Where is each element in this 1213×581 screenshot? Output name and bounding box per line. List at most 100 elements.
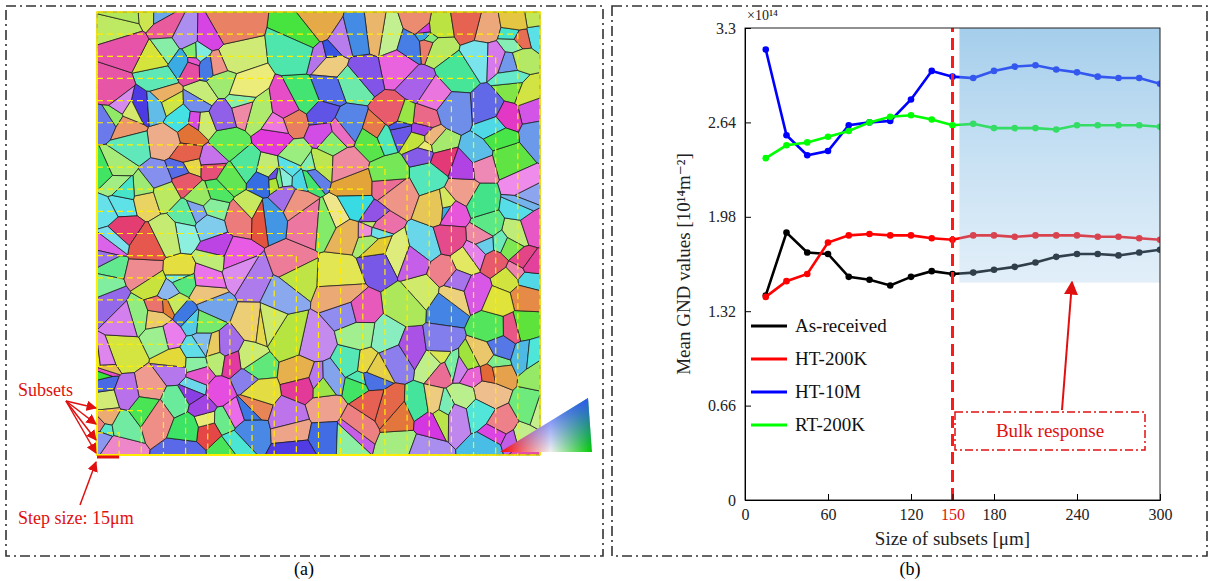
grain xyxy=(381,281,427,327)
grain xyxy=(133,169,154,196)
y-tick: 1.32 xyxy=(708,303,751,320)
grain xyxy=(510,285,540,312)
subset-square xyxy=(97,433,119,455)
series-point xyxy=(928,235,935,242)
subset-square xyxy=(97,123,429,455)
grain xyxy=(97,432,112,455)
x-tick-label: 120 xyxy=(900,506,924,523)
series-point xyxy=(866,119,873,126)
annotation: ×10¹⁴ xyxy=(747,8,778,23)
shaded-region xyxy=(959,28,1160,283)
y-tick: 0.66 xyxy=(708,397,751,414)
grain xyxy=(348,54,385,97)
grain xyxy=(459,41,488,84)
annotation: Step size: 15μm xyxy=(18,508,134,528)
series-point xyxy=(804,249,811,256)
series-point xyxy=(866,231,873,238)
subset-square xyxy=(97,322,230,455)
grain xyxy=(148,213,180,257)
grain xyxy=(180,335,206,357)
legend-swatch xyxy=(751,325,787,328)
grain xyxy=(106,131,151,166)
annotation: Bulk response xyxy=(996,420,1104,441)
grain xyxy=(251,200,268,248)
grain xyxy=(169,143,203,162)
step-bar xyxy=(97,456,119,459)
series-point xyxy=(783,132,790,139)
series-point xyxy=(804,271,811,278)
panel-frame-b xyxy=(612,6,1207,556)
grain xyxy=(97,226,129,255)
grain xyxy=(497,163,540,195)
x-tick-mark xyxy=(911,494,912,500)
x-tick-label: 180 xyxy=(983,506,1007,523)
grain xyxy=(493,230,508,253)
grain xyxy=(97,31,149,73)
y-tick: 2.64 xyxy=(708,114,751,131)
grain xyxy=(97,301,137,337)
grain xyxy=(134,362,166,399)
grain xyxy=(523,248,540,274)
series-point xyxy=(845,128,852,135)
subset-square xyxy=(97,101,451,455)
x-tick: 120 xyxy=(900,494,924,523)
grain xyxy=(313,378,336,398)
y-tick: 3.3 xyxy=(716,20,751,37)
legend-label: As-received xyxy=(795,315,887,336)
grain xyxy=(498,12,527,30)
grain xyxy=(261,112,289,133)
x-tick-label: 150 xyxy=(941,506,965,523)
legend-label: HT-200K xyxy=(795,348,867,369)
grain xyxy=(459,339,480,370)
grain xyxy=(448,148,475,180)
series-point xyxy=(825,239,832,246)
grain xyxy=(424,384,444,414)
grain xyxy=(513,48,540,74)
grain xyxy=(168,49,188,80)
series-point xyxy=(762,46,769,53)
grain xyxy=(139,326,169,359)
grain xyxy=(188,395,218,417)
legend: As-receivedHT-200KHT-10MRT-200K xyxy=(751,315,887,435)
grain xyxy=(144,296,163,313)
ipf-triangle-overlay xyxy=(500,398,592,452)
series-point xyxy=(908,96,915,103)
grain xyxy=(332,146,370,182)
y-tick-label: 2.64 xyxy=(708,114,736,131)
y-tick-mark xyxy=(745,311,751,312)
series-point xyxy=(887,282,894,289)
grain xyxy=(222,351,241,379)
grain xyxy=(480,250,508,278)
plot-area xyxy=(762,28,1160,500)
grain xyxy=(337,195,374,221)
x-tick: 150 xyxy=(941,494,965,523)
y-tick-mark xyxy=(745,217,751,218)
x-tick-label: 240 xyxy=(1066,506,1090,523)
grain xyxy=(97,331,116,366)
series-point xyxy=(908,232,915,239)
map-border xyxy=(97,12,540,455)
x-axis-title: Size of subsets [μm] xyxy=(875,528,1030,549)
grain xyxy=(172,173,202,198)
series-point xyxy=(866,276,873,283)
subset-square xyxy=(97,366,186,455)
grain xyxy=(186,366,216,385)
x-tick-mark xyxy=(828,494,829,500)
subset-square xyxy=(97,234,319,456)
grain xyxy=(428,350,451,363)
grain xyxy=(369,152,410,181)
annotation-arrow xyxy=(80,462,96,505)
panel-label: (a) xyxy=(294,559,314,580)
series-point xyxy=(887,232,894,239)
y-tick-mark xyxy=(745,500,751,501)
series-point xyxy=(804,139,811,146)
y-tick: 1.98 xyxy=(708,208,751,225)
grain xyxy=(509,386,540,425)
grain xyxy=(246,172,270,198)
annotation-arrow xyxy=(1062,282,1072,410)
grain xyxy=(157,278,179,299)
series-point xyxy=(825,148,832,155)
series-point xyxy=(928,68,935,75)
grain xyxy=(200,142,229,165)
grain xyxy=(419,40,433,65)
